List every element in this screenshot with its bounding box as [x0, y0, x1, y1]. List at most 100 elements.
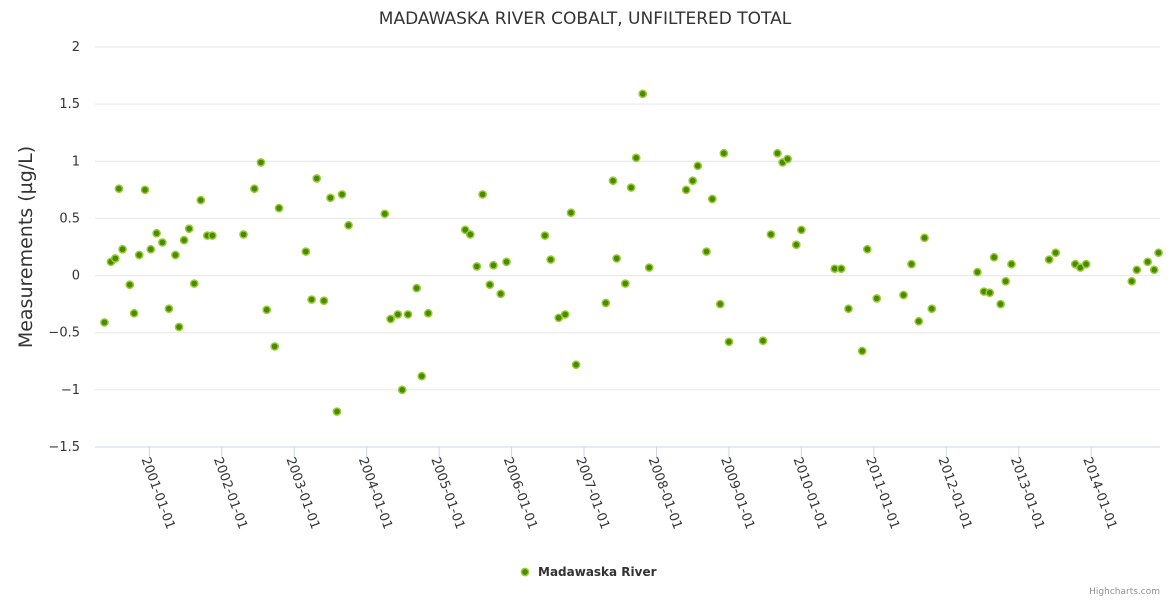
data-point[interactable] [571, 360, 581, 370]
data-point[interactable] [601, 298, 611, 308]
data-point[interactable] [502, 257, 511, 267]
data-point[interactable] [344, 220, 353, 230]
data-point[interactable] [152, 228, 161, 238]
data-point[interactable] [620, 279, 630, 288]
data-point[interactable] [179, 235, 189, 245]
data-point[interactable] [681, 185, 691, 195]
data-point[interactable] [996, 299, 1005, 309]
data-point[interactable] [307, 295, 316, 304]
data-point[interactable] [766, 230, 776, 239]
data-point[interactable] [914, 316, 924, 326]
data-point[interactable] [693, 161, 703, 171]
data-point[interactable] [171, 250, 180, 260]
data-point[interactable] [566, 208, 576, 218]
data-point[interactable] [773, 148, 782, 158]
data-point[interactable] [129, 308, 139, 318]
data-point[interactable] [1143, 257, 1153, 267]
data-point[interactable] [560, 310, 570, 319]
data-point[interactable] [250, 184, 259, 194]
data-point[interactable] [114, 184, 124, 194]
data-point[interactable] [1149, 265, 1159, 275]
data-point[interactable] [380, 209, 390, 219]
data-point[interactable] [989, 252, 999, 262]
data-point[interactable] [196, 195, 206, 205]
data-point[interactable] [478, 190, 487, 199]
data-point[interactable] [899, 290, 908, 300]
data-point[interactable] [208, 231, 217, 240]
data-point[interactable] [554, 313, 564, 323]
data-point[interactable] [797, 225, 806, 235]
data-point[interactable] [1132, 265, 1142, 275]
data-point[interactable] [496, 289, 506, 299]
data-point[interactable] [184, 224, 194, 234]
data-point[interactable] [189, 279, 199, 288]
data-point[interactable] [719, 148, 729, 158]
data-point[interactable] [412, 283, 422, 293]
data-point[interactable] [403, 310, 413, 319]
data-point[interactable] [724, 337, 734, 347]
data-point[interactable] [783, 154, 792, 164]
data-point[interactable] [256, 158, 266, 167]
data-point[interactable] [1081, 259, 1091, 269]
data-point[interactable] [312, 174, 322, 183]
data-point[interactable] [239, 230, 248, 239]
data-point[interactable] [907, 259, 916, 269]
data-point[interactable] [927, 304, 937, 314]
data-point[interactable] [125, 280, 135, 290]
legend-item-madawaska-river[interactable]: Madawaska River [538, 565, 657, 579]
data-point[interactable] [631, 153, 641, 163]
data-point[interactable] [546, 255, 556, 264]
data-point[interactable] [644, 263, 654, 272]
data-point[interactable] [485, 280, 495, 290]
data-point[interactable] [836, 264, 846, 274]
data-point[interactable] [844, 304, 853, 314]
data-point[interactable] [110, 254, 120, 263]
data-point[interactable] [270, 342, 280, 351]
data-point[interactable] [274, 203, 284, 213]
data-point[interactable] [262, 305, 272, 315]
data-point[interactable] [301, 247, 311, 256]
data-point[interactable] [134, 250, 144, 260]
data-point[interactable] [791, 240, 801, 250]
data-point[interactable] [1044, 255, 1054, 264]
data-point[interactable] [1127, 276, 1137, 286]
data-point[interactable] [540, 231, 550, 240]
data-point[interactable] [688, 176, 698, 186]
data-point[interactable] [638, 89, 648, 99]
data-point[interactable] [1001, 276, 1011, 286]
data-point[interactable] [715, 299, 725, 309]
data-point[interactable] [758, 336, 768, 346]
data-point[interactable] [146, 244, 156, 254]
data-point[interactable] [920, 233, 929, 243]
data-point[interactable] [857, 346, 867, 356]
data-point[interactable] [626, 183, 636, 192]
data-point[interactable] [319, 296, 329, 306]
data-point[interactable] [608, 176, 618, 186]
data-point[interactable] [397, 385, 407, 395]
data-point[interactable] [118, 244, 127, 254]
data-point[interactable] [1051, 248, 1061, 258]
data-point[interactable] [707, 194, 717, 204]
data-point[interactable] [326, 193, 335, 203]
data-point[interactable] [417, 371, 427, 381]
data-point[interactable] [872, 294, 882, 303]
data-point[interactable] [1154, 248, 1163, 258]
data-point[interactable] [1007, 259, 1016, 269]
data-point[interactable] [702, 247, 711, 256]
data-point[interactable] [174, 322, 184, 332]
legend[interactable]: Madawaska River [520, 565, 657, 579]
data-point[interactable] [164, 304, 174, 314]
data-point[interactable] [393, 310, 403, 319]
data-point[interactable] [158, 238, 167, 247]
data-point[interactable] [332, 407, 342, 416]
data-point[interactable] [472, 262, 482, 271]
data-point[interactable] [100, 318, 109, 327]
data-point[interactable] [337, 190, 347, 199]
data-point[interactable] [465, 230, 475, 239]
data-point[interactable] [140, 185, 150, 195]
data-point[interactable] [386, 314, 395, 324]
data-point[interactable] [423, 308, 433, 318]
data-point[interactable] [973, 267, 982, 277]
credits-link[interactable]: Highcharts.com [1089, 587, 1160, 597]
data-point[interactable] [985, 288, 995, 298]
